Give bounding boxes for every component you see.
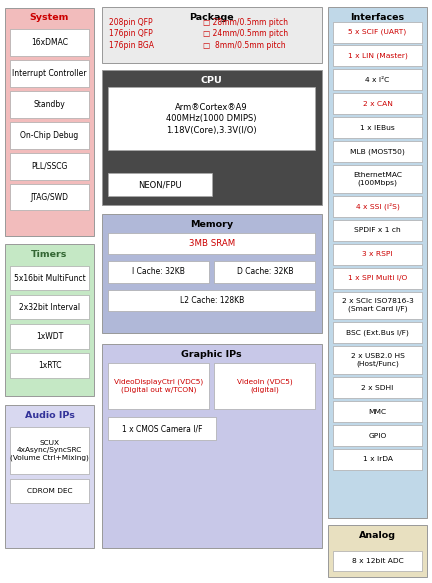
FancyBboxPatch shape <box>333 45 422 66</box>
FancyBboxPatch shape <box>102 344 322 548</box>
Text: 4 x I²C: 4 x I²C <box>365 77 390 83</box>
Text: System: System <box>30 13 69 22</box>
FancyBboxPatch shape <box>108 233 315 254</box>
Text: On-Chip Debug: On-Chip Debug <box>20 131 79 140</box>
Text: JTAG/SWD: JTAG/SWD <box>31 192 68 202</box>
Text: Graphic IPs: Graphic IPs <box>181 350 242 359</box>
FancyBboxPatch shape <box>333 69 422 90</box>
Text: Interrupt Controller: Interrupt Controller <box>12 69 87 78</box>
Text: L2 Cache: 128KB: L2 Cache: 128KB <box>180 296 244 305</box>
Text: 4 x SSI (I²S): 4 x SSI (I²S) <box>356 203 400 210</box>
Text: 1 x LIN (Master): 1 x LIN (Master) <box>348 52 407 59</box>
Text: VideoIn (VDC5)
(digital): VideoIn (VDC5) (digital) <box>237 379 293 393</box>
Text: 1 x IEBus: 1 x IEBus <box>360 125 395 131</box>
FancyBboxPatch shape <box>102 70 322 205</box>
Text: 1xRTC: 1xRTC <box>38 361 61 370</box>
Text: NEON/FPU: NEON/FPU <box>138 180 181 189</box>
Text: 3MB SRAM: 3MB SRAM <box>188 238 235 248</box>
Text: SCUX
4xAsync/SyncSRC
(Volume Ctrl+Mixing): SCUX 4xAsync/SyncSRC (Volume Ctrl+Mixing… <box>10 440 89 461</box>
Text: 1xWDT: 1xWDT <box>36 332 63 341</box>
Text: MMC: MMC <box>368 409 387 415</box>
Text: □ 24mm/0.5mm pitch: □ 24mm/0.5mm pitch <box>203 29 288 38</box>
FancyBboxPatch shape <box>333 244 422 265</box>
FancyBboxPatch shape <box>10 184 89 210</box>
Text: Arm®Cortex®A9
400MHz(1000 DMIPS)
1.18V(Core),3.3V(I/O): Arm®Cortex®A9 400MHz(1000 DMIPS) 1.18V(C… <box>166 103 257 135</box>
FancyBboxPatch shape <box>108 363 209 409</box>
Text: □ 28mm/0.5mm pitch: □ 28mm/0.5mm pitch <box>203 17 288 27</box>
FancyBboxPatch shape <box>10 60 89 87</box>
FancyBboxPatch shape <box>328 7 427 518</box>
FancyBboxPatch shape <box>333 449 422 470</box>
Text: 5 x SCIF (UART): 5 x SCIF (UART) <box>349 29 407 36</box>
FancyBboxPatch shape <box>10 295 89 319</box>
Text: SPDIF x 1 ch: SPDIF x 1 ch <box>354 227 401 233</box>
FancyBboxPatch shape <box>10 122 89 149</box>
Text: 176pin QFP: 176pin QFP <box>109 29 153 38</box>
FancyBboxPatch shape <box>214 261 315 283</box>
Text: Analog: Analog <box>359 531 396 539</box>
Text: PLL/SSCG: PLL/SSCG <box>31 161 68 171</box>
FancyBboxPatch shape <box>10 353 89 378</box>
Text: 176pin BGA: 176pin BGA <box>109 41 154 50</box>
FancyBboxPatch shape <box>5 244 94 396</box>
FancyBboxPatch shape <box>214 363 315 409</box>
Text: Package: Package <box>189 13 234 22</box>
Text: 8 x 12bit ADC: 8 x 12bit ADC <box>352 558 403 564</box>
FancyBboxPatch shape <box>333 117 422 138</box>
FancyBboxPatch shape <box>333 292 422 319</box>
Text: Standby: Standby <box>34 100 65 109</box>
Text: 3 x RSPI: 3 x RSPI <box>362 251 393 257</box>
FancyBboxPatch shape <box>10 324 89 349</box>
Text: 2 x USB2.0 HS
(Host/Func): 2 x USB2.0 HS (Host/Func) <box>351 353 404 367</box>
FancyBboxPatch shape <box>5 8 94 236</box>
Text: Timers: Timers <box>31 250 68 258</box>
FancyBboxPatch shape <box>333 401 422 422</box>
FancyBboxPatch shape <box>333 141 422 162</box>
FancyBboxPatch shape <box>10 91 89 118</box>
FancyBboxPatch shape <box>333 196 422 217</box>
FancyBboxPatch shape <box>333 220 422 241</box>
FancyBboxPatch shape <box>108 417 216 440</box>
FancyBboxPatch shape <box>108 261 209 283</box>
FancyBboxPatch shape <box>333 322 422 343</box>
FancyBboxPatch shape <box>333 93 422 114</box>
FancyBboxPatch shape <box>10 427 89 474</box>
FancyBboxPatch shape <box>5 405 94 548</box>
Text: VideoDisplayCtrl (VDC5)
(Digital out w/TCON): VideoDisplayCtrl (VDC5) (Digital out w/T… <box>114 379 203 393</box>
Text: 1 x CMOS Camera I/F: 1 x CMOS Camera I/F <box>122 424 202 433</box>
Text: MLB (MOST50): MLB (MOST50) <box>350 148 405 155</box>
FancyBboxPatch shape <box>333 165 422 193</box>
Text: 2x32bit Interval: 2x32bit Interval <box>19 303 80 312</box>
FancyBboxPatch shape <box>102 214 322 333</box>
FancyBboxPatch shape <box>108 87 315 150</box>
FancyBboxPatch shape <box>333 425 422 446</box>
Text: 2 x SDHI: 2 x SDHI <box>362 385 394 391</box>
Text: 1 x IrDA: 1 x IrDA <box>362 456 393 462</box>
FancyBboxPatch shape <box>10 479 89 503</box>
Text: 1 x SPI Multi I/O: 1 x SPI Multi I/O <box>348 275 407 281</box>
Text: CPU: CPU <box>201 76 222 85</box>
Text: GPIO: GPIO <box>368 433 387 438</box>
Text: 208pin QFP: 208pin QFP <box>109 17 153 27</box>
FancyBboxPatch shape <box>108 290 315 311</box>
FancyBboxPatch shape <box>10 266 89 290</box>
FancyBboxPatch shape <box>333 22 422 43</box>
Text: CDROM DEC: CDROM DEC <box>27 488 72 494</box>
Text: BSC (Ext.Bus I/F): BSC (Ext.Bus I/F) <box>346 329 409 336</box>
Text: Audio IPs: Audio IPs <box>25 411 74 420</box>
Text: D Cache: 32KB: D Cache: 32KB <box>237 267 293 276</box>
FancyBboxPatch shape <box>10 29 89 56</box>
Text: 16xDMAC: 16xDMAC <box>31 38 68 47</box>
FancyBboxPatch shape <box>333 346 422 374</box>
FancyBboxPatch shape <box>333 551 422 571</box>
Text: 2 x CAN: 2 x CAN <box>362 101 393 107</box>
FancyBboxPatch shape <box>333 268 422 289</box>
Text: EthernetMAC
(100Mbps): EthernetMAC (100Mbps) <box>353 172 402 186</box>
FancyBboxPatch shape <box>328 525 427 577</box>
Text: Interfaces: Interfaces <box>350 13 405 22</box>
Text: □  8mm/0.5mm pitch: □ 8mm/0.5mm pitch <box>203 41 286 50</box>
FancyBboxPatch shape <box>10 153 89 180</box>
Text: 5x16bit MultiFunct: 5x16bit MultiFunct <box>13 273 86 283</box>
FancyBboxPatch shape <box>333 377 422 398</box>
Text: I Cache: 32KB: I Cache: 32KB <box>132 267 185 276</box>
